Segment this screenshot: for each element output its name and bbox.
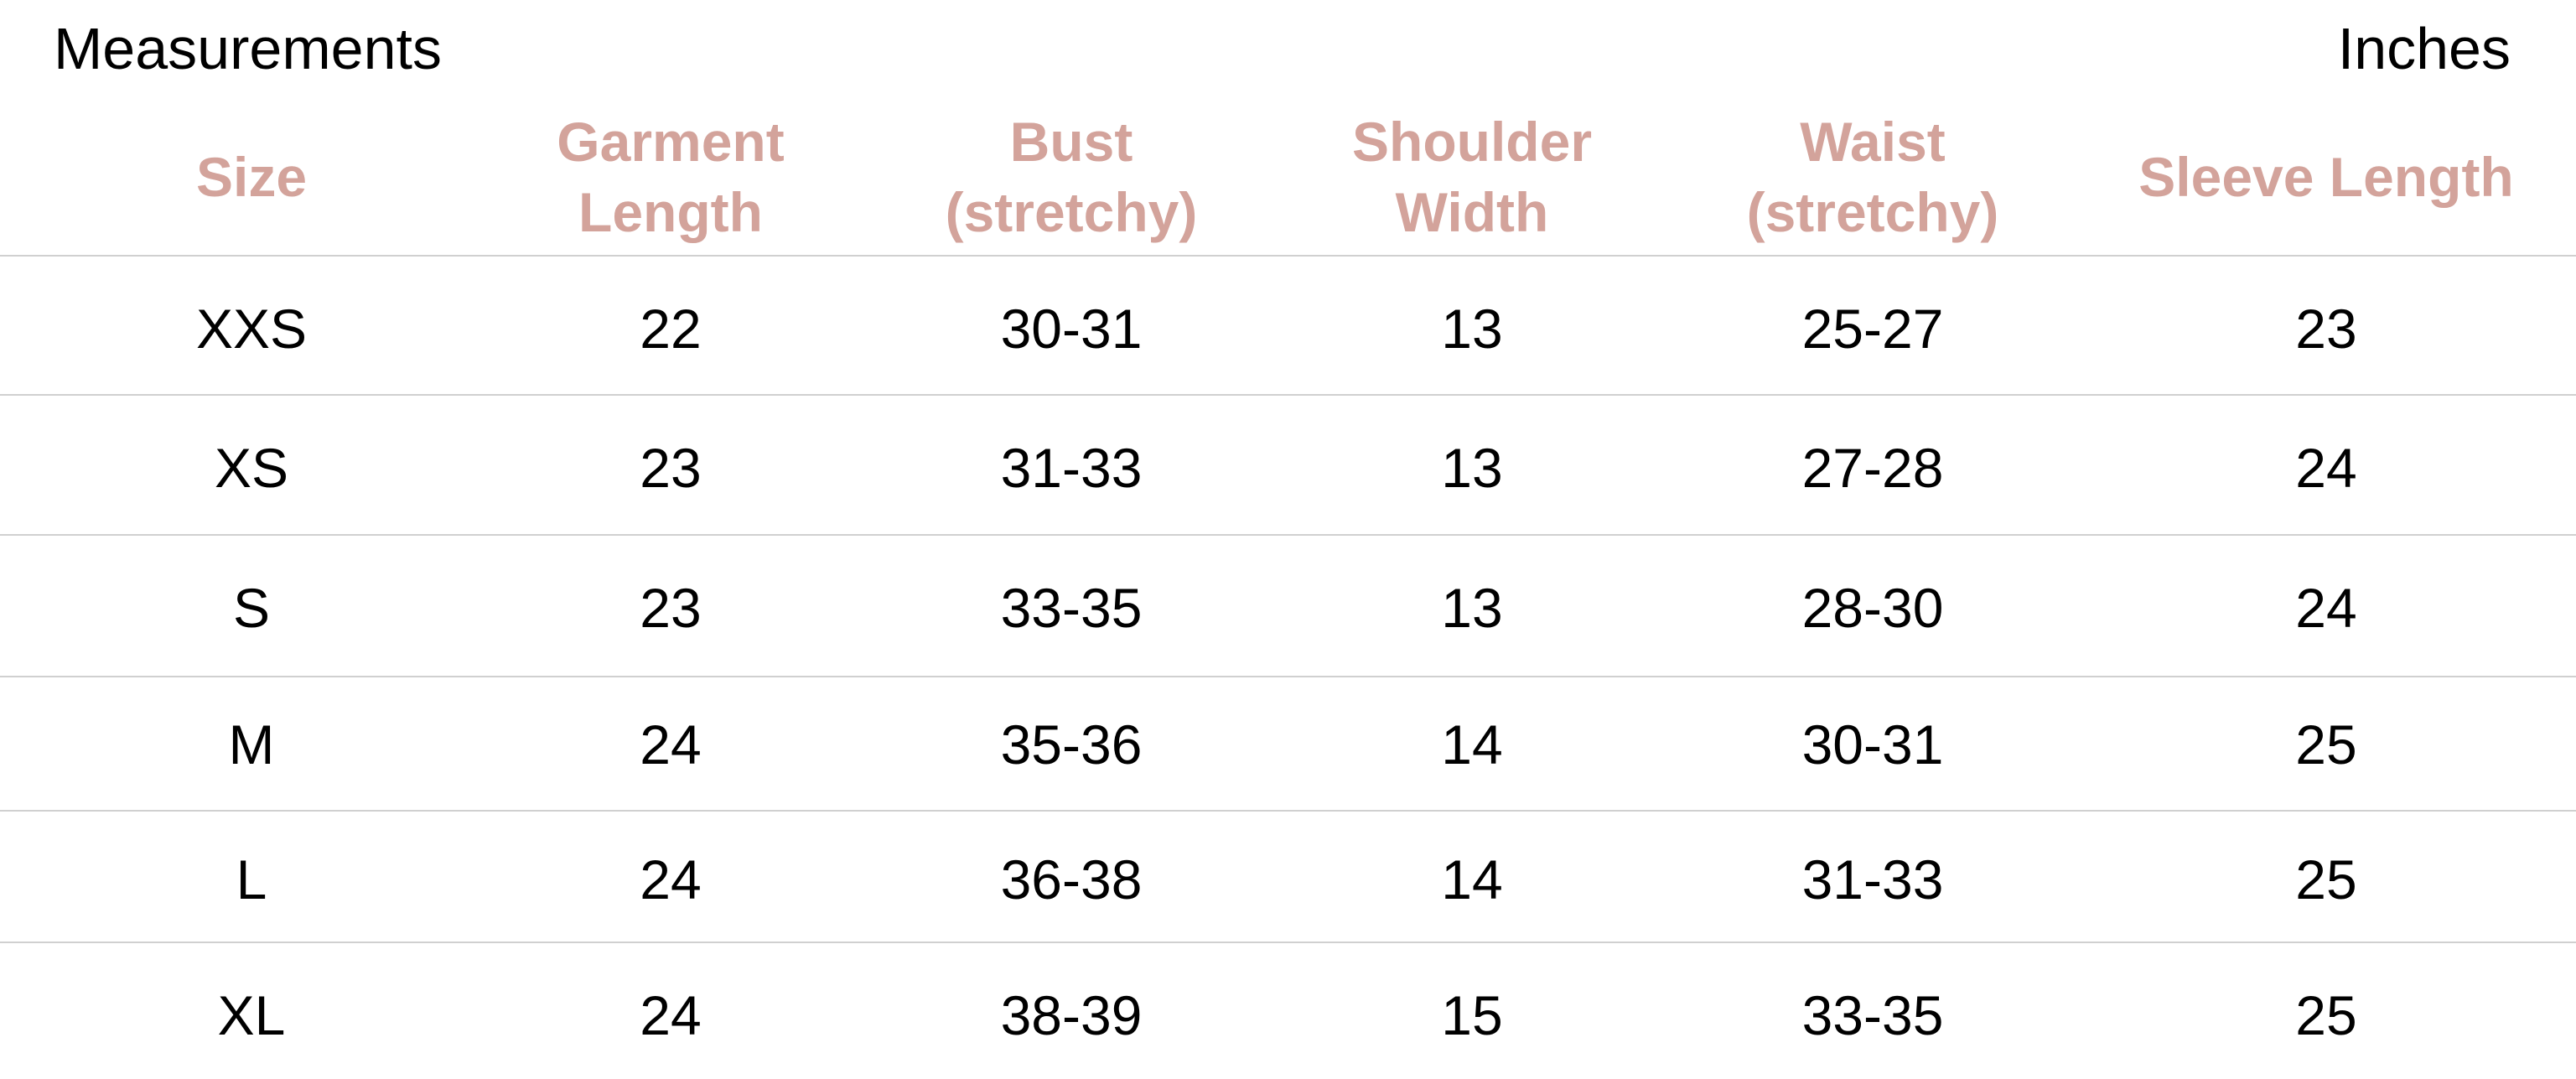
column-header-line: Waist [1800,111,1946,173]
row-divider [0,676,2576,677]
row-divider [0,942,2576,943]
measurement-cell: 31-33 [1000,437,1143,499]
measurement-cell: 24 [640,984,702,1046]
size-cell: XL [217,984,286,1046]
column-header: Waist (stretchy) [1747,99,1999,255]
measurement-cell: 30-31 [1801,713,1944,776]
measurement-cell: 15 [1441,984,1503,1046]
measurement-cell: 33-35 [1000,577,1143,639]
unit-label: Inches [2337,16,2511,81]
column-header: Sleeve Length [2138,99,2513,255]
measurement-cell: 23 [640,437,702,499]
measurement-cell: 25-27 [1801,298,1944,360]
column-header-line: Shoulder [1351,111,1593,173]
measurement-cell: 28-30 [1801,577,1944,639]
measurement-cell: 13 [1441,437,1503,499]
measurement-cell: 14 [1441,713,1503,776]
row-divider [0,534,2576,536]
measurement-cell: 36-38 [1000,848,1143,910]
size-cell: XXS [195,298,308,360]
measurement-cell: 38-39 [1000,984,1143,1046]
measurement-cell: 23 [2295,298,2357,360]
column-header: Garment Length [557,99,784,255]
measurement-cell: 24 [2295,437,2357,499]
measurement-cell: 25 [2295,848,2357,910]
column-header-line: Length [578,181,763,243]
column-header: Size [196,99,307,255]
column-header: Shoulder Width [1352,99,1592,255]
size-cell: M [228,713,275,776]
column-header-line: (stretchy) [1746,181,1999,243]
measurement-cell: 25 [2295,984,2357,1046]
measurement-cell: 23 [640,577,702,639]
measurement-cell: 30-31 [1000,298,1143,360]
column-header-line: Size [195,146,308,208]
measurement-cell: 24 [640,848,702,910]
size-cell: XS [214,437,289,499]
measurement-cell: 24 [640,713,702,776]
row-divider [0,810,2576,812]
measurement-cell: 33-35 [1801,984,1944,1046]
column-header: Bust (stretchy) [946,99,1198,255]
measurement-cell: 31-33 [1801,848,1944,910]
column-header-line: Bust [1009,111,1133,173]
column-header-line: Sleeve Length [2138,146,2514,208]
size-cell: S [232,577,271,639]
measurement-cell: 13 [1441,298,1503,360]
table-title: Measurements [54,16,442,81]
row-divider [0,255,2576,257]
measurement-cell: 22 [640,298,702,360]
measurement-cell: 27-28 [1801,437,1944,499]
measurement-cell: 14 [1441,848,1503,910]
measurement-cell: 25 [2295,713,2357,776]
column-header-line: Width [1395,181,1549,243]
measurement-cell: 35-36 [1000,713,1143,776]
column-header-line: Garment [557,111,785,173]
size-cell: L [236,848,267,910]
row-divider [0,394,2576,396]
measurement-cell: 13 [1441,577,1503,639]
column-header-line: (stretchy) [945,181,1198,243]
measurement-cell: 24 [2295,577,2357,639]
